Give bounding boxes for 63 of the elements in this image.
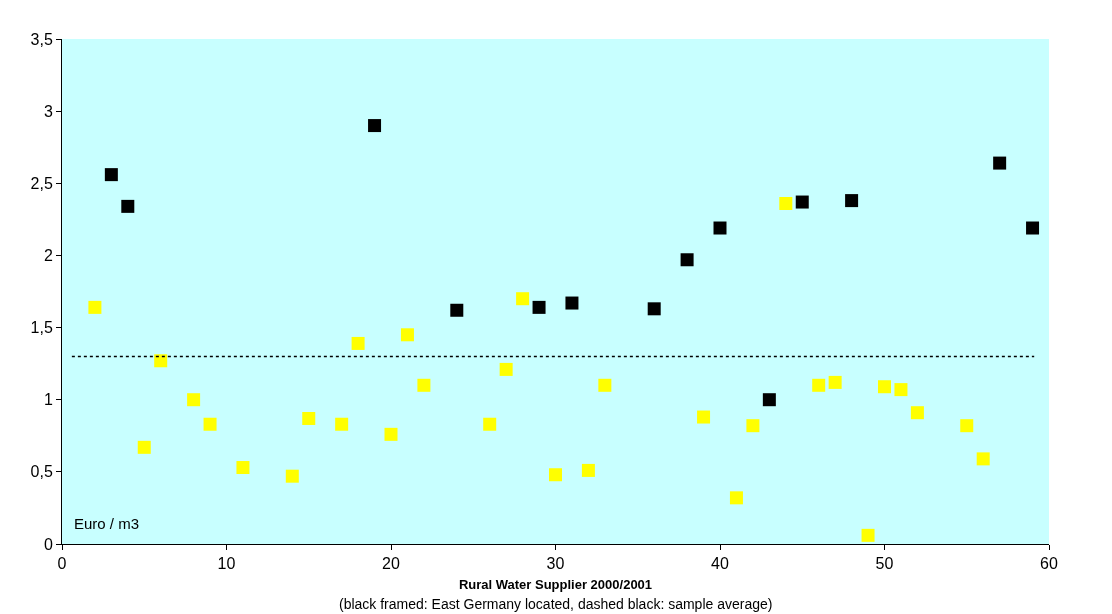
point bbox=[302, 411, 316, 425]
point bbox=[976, 452, 990, 466]
point bbox=[762, 393, 776, 407]
x-tick-label: 20 bbox=[382, 555, 400, 573]
point bbox=[960, 419, 974, 433]
point bbox=[647, 302, 661, 316]
y-tick-label: 3,5 bbox=[30, 30, 53, 48]
y-tick-label: 0,5 bbox=[30, 463, 53, 481]
text: (black framed: East Germany located, dashed black: sample average) bbox=[339, 596, 773, 612]
point bbox=[236, 461, 250, 475]
point bbox=[121, 199, 135, 213]
y-tick-label: 2 bbox=[43, 247, 53, 265]
point bbox=[154, 354, 168, 368]
point bbox=[845, 194, 859, 208]
x-tick-label: 10 bbox=[217, 555, 236, 573]
y-tick-label: 1 bbox=[43, 391, 53, 409]
point bbox=[812, 378, 826, 392]
point bbox=[400, 328, 414, 342]
x-tick-label: 40 bbox=[711, 555, 729, 573]
point bbox=[351, 336, 365, 350]
y-tick-label: 1,5 bbox=[30, 319, 53, 337]
point bbox=[910, 406, 924, 420]
point bbox=[335, 417, 349, 431]
point bbox=[598, 378, 612, 392]
point bbox=[697, 410, 711, 424]
point bbox=[894, 383, 908, 397]
point bbox=[680, 253, 694, 267]
point bbox=[203, 417, 217, 431]
point bbox=[779, 196, 793, 210]
point bbox=[746, 419, 760, 433]
point bbox=[285, 469, 299, 483]
point bbox=[549, 468, 562, 482]
point bbox=[88, 300, 102, 314]
point bbox=[795, 195, 809, 209]
x-tick-label: 50 bbox=[875, 555, 894, 573]
x-axis-title: Rural Water Supplier 2000/2001 bbox=[458, 576, 653, 592]
point bbox=[565, 296, 579, 310]
x-tick-label: 30 bbox=[546, 555, 565, 573]
point bbox=[532, 300, 546, 314]
point bbox=[384, 427, 398, 441]
point bbox=[104, 168, 118, 182]
point bbox=[993, 156, 1007, 170]
point bbox=[828, 375, 842, 389]
point bbox=[878, 380, 891, 394]
point bbox=[1026, 221, 1040, 235]
point bbox=[450, 303, 464, 317]
point bbox=[368, 119, 382, 133]
point bbox=[483, 417, 497, 431]
x-tick-label: 0 bbox=[57, 555, 67, 573]
annotation: Euro / m3 bbox=[74, 515, 140, 532]
point bbox=[516, 292, 530, 306]
y-tick-label: 2,5 bbox=[30, 174, 53, 192]
point bbox=[581, 463, 595, 477]
x-tick-label: 60 bbox=[1040, 555, 1058, 573]
point bbox=[729, 491, 743, 505]
point bbox=[861, 528, 875, 542]
point bbox=[187, 393, 201, 407]
point bbox=[499, 362, 513, 376]
point bbox=[417, 378, 431, 392]
y-tick-label: 3 bbox=[43, 102, 53, 120]
y-tick-label: 0 bbox=[43, 535, 53, 553]
point bbox=[137, 440, 151, 454]
point bbox=[713, 221, 727, 235]
